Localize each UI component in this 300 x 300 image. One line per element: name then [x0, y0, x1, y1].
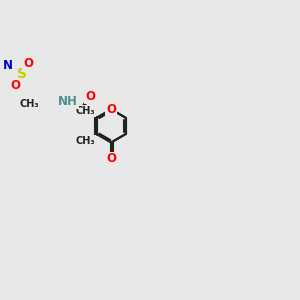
Text: CH₃: CH₃ — [75, 106, 95, 116]
Text: CH₃: CH₃ — [20, 99, 39, 109]
Text: O: O — [23, 57, 33, 70]
Text: NH: NH — [58, 94, 78, 108]
Text: N: N — [2, 59, 12, 72]
Text: O: O — [106, 152, 116, 166]
Text: O: O — [85, 90, 95, 103]
Text: CH₃: CH₃ — [75, 136, 95, 146]
Text: O: O — [11, 79, 20, 92]
Text: O: O — [106, 103, 116, 116]
Text: S: S — [17, 67, 27, 81]
